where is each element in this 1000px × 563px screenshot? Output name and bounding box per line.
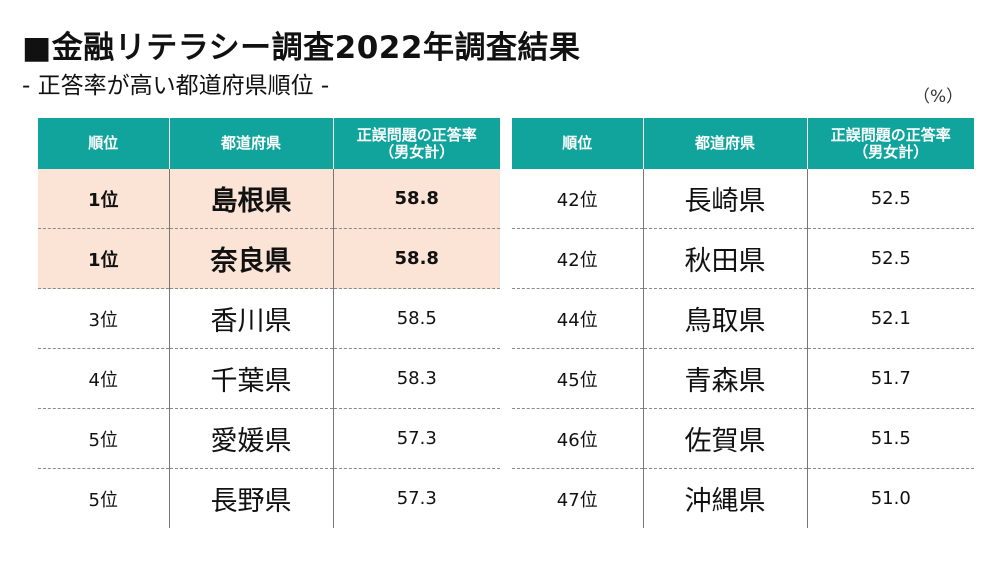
rank-cell: 42位 xyxy=(556,189,598,211)
page-title: ■金融リテラシー調査2022年調査結果 xyxy=(22,30,581,66)
rank-cell: 5位 xyxy=(38,408,169,469)
prefecture-cell: 愛媛県 xyxy=(168,408,333,469)
table-row: 1位 島根県 58.8 xyxy=(38,169,500,229)
table-header-row: 順位 都道府県 正誤問題の正答率 （男女計） xyxy=(512,118,974,169)
rank-cell: 42位 xyxy=(512,228,643,289)
value-cell: 58.5 xyxy=(332,288,500,349)
rank-cell: 4位 xyxy=(38,348,169,409)
table-row: 47位 沖縄県 51.0 xyxy=(512,468,974,528)
value-cell: 51.7 xyxy=(806,348,974,409)
table-row: 42位 長崎県 52.5 xyxy=(512,169,974,229)
rank-cell: 5位 xyxy=(38,468,169,528)
top-ranking-table: 順位 都道府県 正誤問題の正答率 （男女計） 1位 島根県 58.8 1位 奈良… xyxy=(38,118,500,528)
value-cell: 51.5 xyxy=(806,408,974,469)
header-rate: 正誤問題の正答率 （男女計） xyxy=(806,118,974,169)
prefecture-cell: 長野県 xyxy=(168,468,333,528)
value-cell: 52.5 xyxy=(806,228,974,289)
table-row: 1位 奈良県 58.8 xyxy=(38,228,500,289)
header-rate-line1: 正誤問題の正答率 xyxy=(830,125,951,144)
table-row: 45位 青森県 51.7 xyxy=(512,348,974,409)
prefecture-cell: 佐賀県 xyxy=(642,408,807,469)
rank-cell: 46位 xyxy=(512,408,643,469)
bottom-ranking-table: 順位 都道府県 正誤問題の正答率 （男女計） 42位 長崎県 52.5 42位 … xyxy=(512,118,974,528)
header-prefecture: 都道府県 xyxy=(168,118,333,169)
table-row: 46位 佐賀県 51.5 xyxy=(512,408,974,469)
prefecture-cell: 秋田県 xyxy=(642,228,807,289)
rank-cell: 47位 xyxy=(512,468,643,528)
table-row: 5位 愛媛県 57.3 xyxy=(38,408,500,469)
table-header-row: 順位 都道府県 正誤問題の正答率 （男女計） xyxy=(38,118,500,169)
value-cell: 57.3 xyxy=(332,468,500,528)
table-row: 44位 鳥取県 52.1 xyxy=(512,288,974,349)
value-cell: 51.0 xyxy=(806,468,974,528)
table-row: 5位 長野県 57.3 xyxy=(38,468,500,528)
header-rate-line2: （男女計） xyxy=(853,142,929,161)
header-prefecture: 都道府県 xyxy=(642,118,807,169)
rank-cell: 1位 xyxy=(38,169,169,229)
value-cell: 57.3 xyxy=(332,408,500,469)
rank-cell: 3位 xyxy=(38,288,169,349)
table-row: 4位 千葉県 58.3 xyxy=(38,348,500,409)
header-rate-line1: 正誤問題の正答率 xyxy=(356,125,477,144)
rank-cell: 45位 xyxy=(512,348,643,409)
table-row: 42位 秋田県 52.5 xyxy=(512,228,974,289)
table-row: 3位 香川県 58.5 xyxy=(38,288,500,349)
prefecture-cell: 千葉県 xyxy=(168,348,333,409)
value-cell: 58.3 xyxy=(332,348,500,409)
prefecture-cell: 鳥取県 xyxy=(642,288,807,349)
value-cell: 52.5 xyxy=(806,169,974,229)
unit-label: （%） xyxy=(913,87,964,107)
prefecture-cell: 青森県 xyxy=(642,348,807,409)
rank-cell: 44位 xyxy=(512,288,643,349)
prefecture-cell: 沖縄県 xyxy=(642,468,807,528)
page-subtitle: - 正答率が高い都道府県順位 - xyxy=(22,73,330,99)
prefecture-cell: 島根県 xyxy=(168,169,333,229)
header-rate: 正誤問題の正答率 （男女計） xyxy=(332,118,500,169)
prefecture-cell: 香川県 xyxy=(168,288,333,349)
header-rank: 順位 xyxy=(512,118,643,169)
prefecture-cell: 奈良県 xyxy=(168,228,333,289)
rank-cell: 1位 xyxy=(38,228,169,289)
header-rate-line2: （男女計） xyxy=(379,142,455,161)
header-rank: 順位 xyxy=(38,118,169,169)
prefecture-cell: 長崎県 xyxy=(642,169,807,229)
value-cell: 52.1 xyxy=(806,288,974,349)
value-cell: 58.8 xyxy=(332,169,500,229)
value-cell: 58.8 xyxy=(332,228,500,289)
